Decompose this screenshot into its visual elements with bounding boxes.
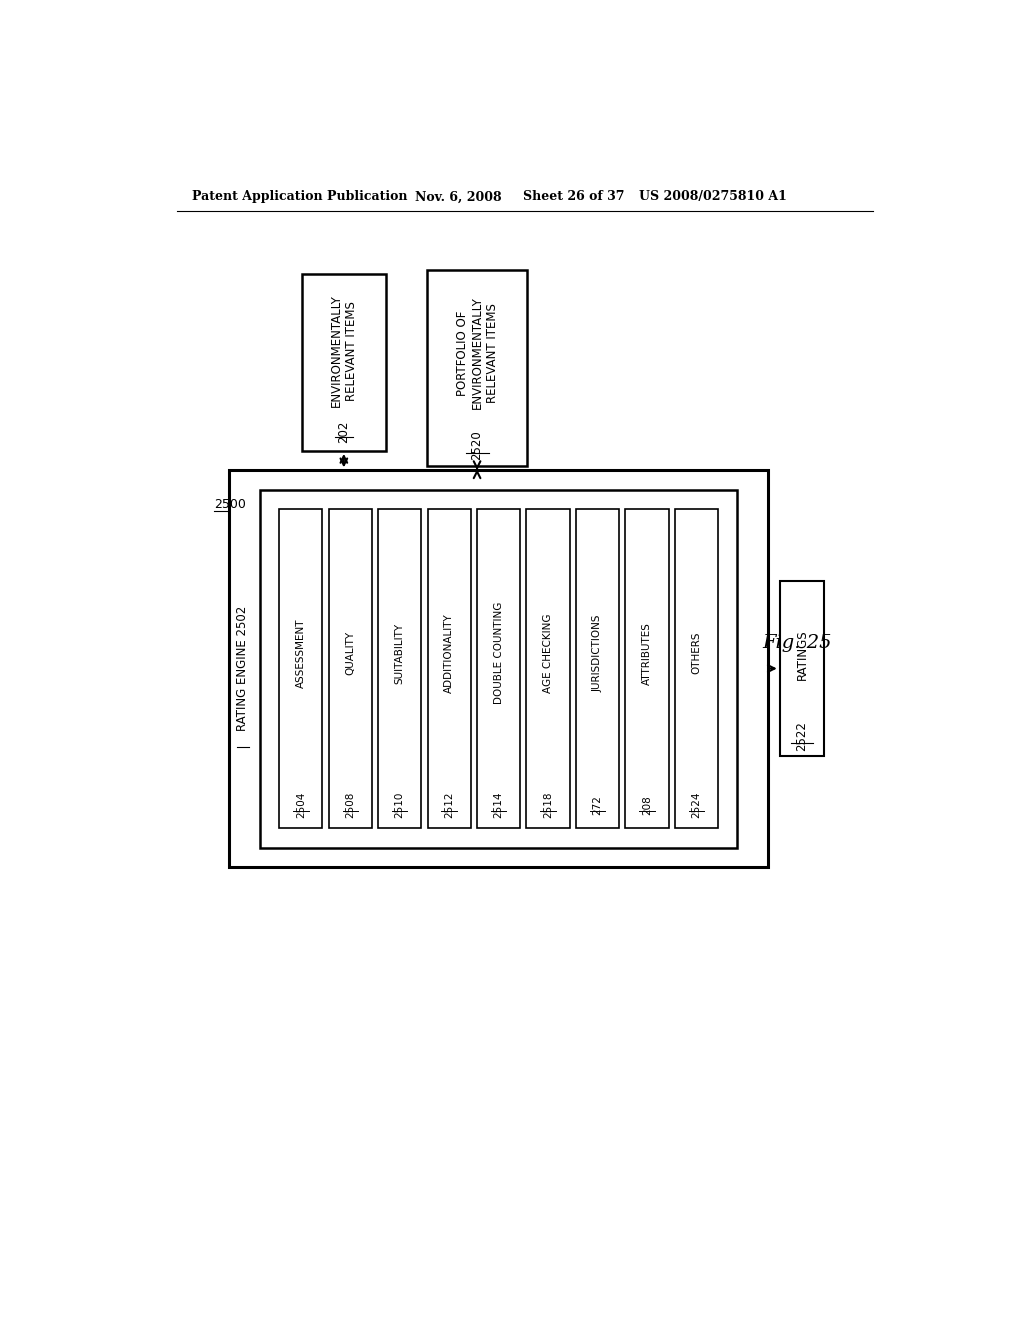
Text: Fig. 25: Fig. 25: [762, 635, 831, 652]
Bar: [280, 508, 323, 829]
Text: US 2008/0275810 A1: US 2008/0275810 A1: [639, 190, 786, 203]
Text: 2522: 2522: [796, 722, 809, 751]
Text: 2518: 2518: [543, 792, 553, 818]
Text: AGE CHECKING: AGE CHECKING: [543, 614, 553, 693]
Bar: [675, 508, 718, 829]
Text: DOUBLE COUNTING: DOUBLE COUNTING: [494, 602, 504, 705]
Text: ENVIRONMENTALLY
RELEVANT ITEMS: ENVIRONMENTALLY RELEVANT ITEMS: [330, 294, 357, 408]
Text: RATINGS: RATINGS: [796, 630, 809, 680]
Text: RATING ENGINE 2502: RATING ENGINE 2502: [237, 606, 250, 731]
Bar: [477, 508, 520, 829]
Text: SUITABILITY: SUITABILITY: [394, 623, 404, 684]
Bar: [229, 470, 768, 867]
Text: 2500: 2500: [214, 499, 246, 511]
Text: 2520: 2520: [471, 430, 483, 459]
Text: QUALITY: QUALITY: [345, 631, 355, 676]
Bar: [626, 508, 669, 829]
Bar: [526, 508, 569, 829]
Text: Patent Application Publication: Patent Application Publication: [193, 190, 408, 203]
Text: 2508: 2508: [345, 792, 355, 818]
Bar: [378, 508, 421, 829]
Text: PORTFOLIO OF
ENVIRONMENTALLY
RELEVANT ITEMS: PORTFOLIO OF ENVIRONMENTALLY RELEVANT IT…: [456, 297, 499, 409]
Bar: [301, 275, 386, 451]
Text: 272: 272: [593, 795, 602, 816]
Text: JURISDICTIONS: JURISDICTIONS: [593, 614, 602, 692]
Text: 2504: 2504: [296, 792, 306, 818]
Text: OTHERS: OTHERS: [691, 632, 701, 675]
Text: ASSESSMENT: ASSESSMENT: [296, 618, 306, 688]
Bar: [428, 508, 471, 829]
Text: 2512: 2512: [444, 792, 455, 818]
Text: Sheet 26 of 37: Sheet 26 of 37: [523, 190, 625, 203]
Bar: [329, 508, 372, 829]
Text: 2524: 2524: [691, 792, 701, 818]
Bar: [575, 508, 620, 829]
Text: ADDITIONALITY: ADDITIONALITY: [444, 614, 455, 693]
Text: Nov. 6, 2008: Nov. 6, 2008: [416, 190, 502, 203]
Bar: [427, 271, 527, 466]
Bar: [779, 581, 824, 756]
Text: 2514: 2514: [494, 792, 504, 818]
Bar: [260, 490, 737, 847]
Text: ATTRIBUTES: ATTRIBUTES: [642, 622, 652, 685]
Text: 202: 202: [337, 421, 350, 444]
Text: 2510: 2510: [394, 792, 404, 818]
Text: 208: 208: [642, 796, 652, 814]
